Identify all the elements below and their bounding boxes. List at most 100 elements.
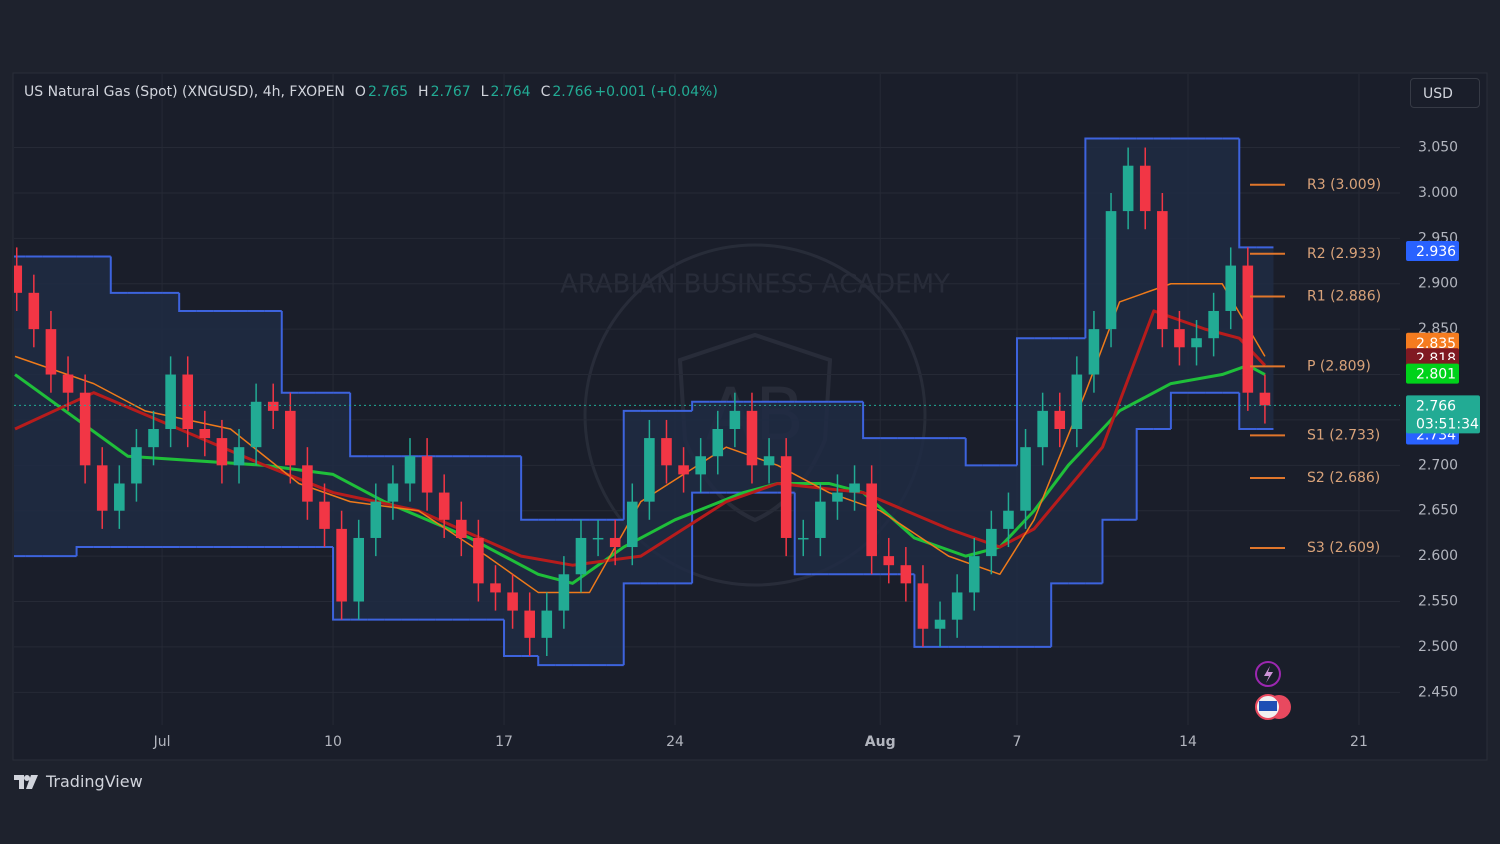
candle-body: [934, 619, 946, 629]
candle-body: [79, 392, 91, 466]
x-tick-label: 21: [1350, 734, 1368, 750]
candle-body: [866, 483, 877, 557]
candle-body: [797, 537, 809, 540]
price-tag-label: 2.835: [1416, 336, 1456, 352]
pivot-label: R1 (2.886): [1307, 288, 1381, 304]
band-lower: [913, 574, 932, 648]
last-price-tag: [1406, 395, 1480, 434]
candle-body: [1054, 410, 1066, 430]
candle-body: [302, 465, 313, 502]
candle-body: [1139, 165, 1151, 212]
candle-body: [524, 610, 535, 638]
candle-body: [917, 583, 929, 629]
last-price-label: 2.766: [1416, 398, 1456, 414]
candle-body: [832, 492, 843, 502]
y-tick-label: 2.450: [1418, 684, 1458, 700]
band-lower: [75, 546, 94, 557]
currency-button[interactable]: USD: [1410, 78, 1480, 108]
moving-average: [14, 309, 1267, 567]
candle-body: [763, 456, 775, 466]
ohlc-value: 2.765: [367, 84, 409, 100]
candle-body: [45, 329, 57, 375]
band-upper: [280, 310, 299, 394]
symbol: US Natural Gas (Spot) (XNGUSD), 4h, FXOP…: [24, 84, 345, 100]
pivot-label: R2 (2.933): [1307, 246, 1381, 262]
candle-body: [370, 501, 382, 538]
pivot-label: P (2.809): [1307, 358, 1371, 374]
band-upper: [109, 256, 128, 294]
candle-body: [1174, 329, 1185, 348]
band-lower: [793, 492, 812, 576]
price-tag: [1406, 332, 1459, 353]
candle-body: [1259, 392, 1271, 406]
price-tag-label: 2.936: [1416, 244, 1456, 260]
band-lower: [503, 619, 522, 657]
candle-body: [490, 583, 501, 593]
ohlc-value: 2.764: [490, 84, 531, 100]
candle-body: [148, 429, 159, 448]
band-upper: [862, 401, 881, 440]
band-upper: [1084, 137, 1103, 339]
change: +0.001 (+0.04%): [594, 84, 718, 100]
candle-body: [216, 438, 228, 466]
candle-body: [387, 483, 399, 502]
event-icon[interactable]: [1255, 661, 1281, 687]
ohlc-value: 2.766: [552, 84, 593, 100]
y-tick-label: 2.600: [1418, 548, 1458, 564]
band-lower: [537, 655, 556, 667]
candle-body: [900, 565, 912, 584]
ohlc-key: L: [480, 84, 489, 100]
y-tick-label: 2.900: [1418, 276, 1458, 292]
band-lower: [691, 491, 710, 584]
candle-body: [644, 438, 655, 502]
band-lower: [1169, 391, 1188, 430]
candle-body: [96, 465, 108, 511]
candle-body: [1225, 265, 1237, 311]
candle-body: [233, 447, 245, 466]
band-lower: [1101, 518, 1120, 584]
candle-body: [1242, 265, 1254, 393]
candle-body: [626, 501, 638, 548]
x-tick-label: Jul: [153, 734, 171, 750]
pivot-label: R3 (3.009): [1307, 177, 1381, 193]
candle-body: [438, 492, 450, 520]
candle-body: [250, 401, 262, 448]
candle-body: [285, 410, 296, 466]
candle-body: [592, 537, 604, 540]
ohlc-key: C: [540, 84, 551, 100]
band-upper: [622, 409, 641, 520]
price-tag-label: 2.801: [1416, 367, 1456, 383]
x-tick-label: 10: [324, 734, 342, 750]
x-tick-label: 14: [1179, 734, 1197, 750]
band-lower: [622, 582, 641, 666]
x-tick-label: 7: [1013, 734, 1022, 750]
candle-body: [267, 401, 279, 411]
y-tick-label: 2.550: [1418, 594, 1458, 610]
candle-body: [1191, 338, 1202, 348]
candle-body: [455, 519, 467, 538]
band-lower: [1238, 392, 1257, 431]
band-upper: [349, 392, 368, 458]
brand: TradingView: [14, 772, 143, 791]
candle-body: [695, 456, 706, 475]
candle-body: [558, 574, 570, 611]
candle-body: [182, 374, 194, 430]
countdown: 03:51:34: [1416, 416, 1479, 432]
candle-body: [541, 610, 553, 638]
candle-body: [473, 537, 484, 584]
band-lower: [1135, 428, 1154, 520]
candle-body: [729, 410, 741, 430]
ohlc-key: O: [354, 84, 366, 100]
y-tick-label: 3.000: [1418, 185, 1458, 201]
candle-body: [1088, 329, 1100, 375]
candle-body: [336, 528, 347, 602]
band-upper: [1015, 337, 1035, 466]
band-upper: [520, 456, 539, 521]
candle-body: [746, 410, 758, 466]
y-tick-label: 2.500: [1418, 639, 1458, 655]
brand-logo: [14, 774, 38, 789]
candle-body: [507, 592, 518, 611]
watermark-ring: [583, 243, 927, 587]
